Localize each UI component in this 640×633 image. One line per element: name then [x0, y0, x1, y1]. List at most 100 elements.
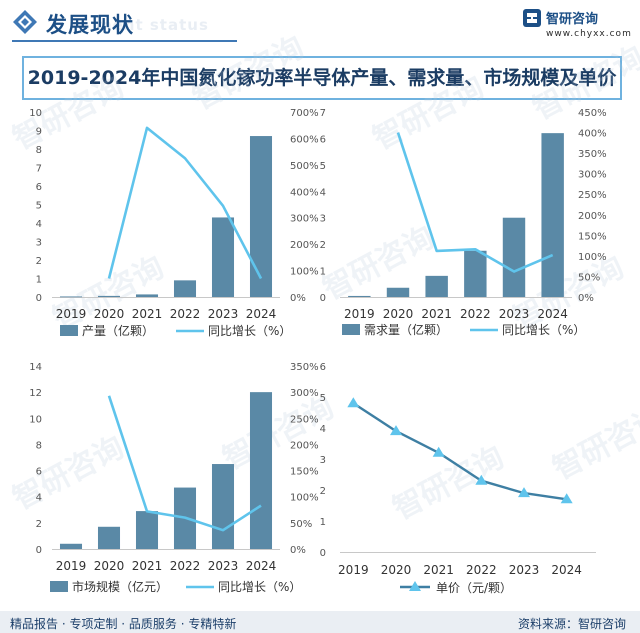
legend-line-label: 单价（元/颗）	[436, 581, 512, 595]
x-tick-label-2019: 2019	[56, 559, 87, 573]
y-tick-label: 5	[320, 393, 326, 404]
y-left-tick-label: 4	[36, 493, 42, 504]
legend-bar-swatch	[342, 324, 360, 335]
legend-bar-label: 需求量（亿颗）	[364, 322, 448, 337]
y-left-tick-label: 12	[29, 388, 42, 399]
y-right-tick-label: 400%	[290, 187, 319, 198]
y-left-tick-label: 2	[36, 519, 42, 530]
y-right-tick-label: 200%	[578, 211, 607, 222]
y-tick-label: 3	[320, 455, 326, 466]
brand-block: 智研咨询 www.chyxx.com	[522, 7, 631, 43]
section-diamond-icon	[13, 10, 37, 34]
y-tick-label: 4	[320, 424, 326, 435]
x-tick-label-2019: 2019	[344, 307, 375, 321]
x-tick-label-2021: 2021	[421, 307, 452, 321]
price-point-2020	[390, 425, 402, 436]
y-right-tick-label: 50%	[578, 272, 600, 283]
brand-url: www.chyxx.com	[546, 29, 632, 39]
footer-source: 资料来源：智研咨询	[517, 617, 626, 631]
main-title: 2019-2024年中国氮化镓功率半导体产量、需求量、市场规模及单价	[22, 56, 622, 100]
growth-line	[107, 126, 263, 280]
legend-line-label: 同比增长（%）	[218, 580, 301, 594]
x-tick-label-2023: 2023	[208, 307, 239, 321]
y-left-tick-label: 4	[36, 219, 42, 230]
price-line	[352, 402, 567, 501]
legend-bar-swatch	[50, 581, 68, 592]
x-tick-label-2024: 2024	[246, 307, 277, 321]
bar-2023	[502, 217, 526, 297]
y-tick-label: 2	[320, 486, 326, 497]
footer-slogan: 精品报告 · 专项定制 · 品质服务 · 专精特新	[10, 617, 237, 631]
x-tick-label-2019: 2019	[338, 563, 369, 577]
y-right-tick-label: 250%	[290, 414, 319, 425]
y-left-tick-label: 6	[36, 182, 42, 193]
header-ghost-text: ment status	[96, 16, 209, 34]
brand-name: 智研咨询	[546, 12, 599, 27]
y-left-tick-label: 2	[36, 256, 42, 267]
y-left-tick-label: 9	[36, 127, 42, 138]
x-tick-label-2021: 2021	[423, 563, 454, 577]
y-right-tick-label: 50%	[290, 519, 312, 530]
legend-bar-swatch	[60, 325, 78, 336]
legend-bar-label: 产量（亿颗）	[82, 323, 154, 338]
x-tick-label-2024: 2024	[551, 563, 582, 577]
growth-line	[396, 132, 554, 273]
y-left-tick-label: 0	[320, 293, 326, 304]
x-tick-label-2022: 2022	[170, 307, 201, 321]
bar-2022	[464, 250, 487, 297]
x-tick-label-2020: 2020	[383, 307, 414, 321]
y-left-tick-label: 5	[36, 201, 42, 212]
y-tick-label: 0	[320, 548, 326, 559]
price-point-2024	[560, 493, 573, 504]
price-point-2019	[347, 397, 360, 408]
legend-bar-label: 市场规模（亿元）	[72, 579, 168, 594]
bar-2020	[386, 287, 410, 297]
y-tick-label: 1	[320, 517, 326, 528]
chart-3: 0 2 4 6 8 10 12 14 0% 50% 100% 150% 200% 250% 300% 350%…	[29, 362, 318, 594]
bar-2021	[135, 294, 159, 297]
x-tick-label-2022: 2022	[460, 307, 491, 321]
bar-2023	[211, 464, 235, 549]
y-right-tick-label: 350%	[290, 362, 319, 373]
price-point-2021	[432, 446, 445, 457]
y-left-tick-label: 1	[36, 275, 42, 286]
chart-4: 0 1 2 3 4 5 6 2019 2020 2021 2022 2023 2024 单价（元/颗）	[320, 362, 596, 595]
bar-2021	[425, 275, 448, 297]
legend-marker	[409, 581, 421, 591]
y-left-tick-label: 5	[320, 161, 326, 172]
bar-2023	[211, 217, 235, 297]
y-left-tick-label: 10	[29, 108, 42, 119]
y-left-tick-label: 10	[29, 414, 42, 425]
y-left-tick-label: 1	[320, 267, 326, 278]
bar-2024	[249, 392, 273, 549]
x-tick-label-2024: 2024	[537, 307, 568, 321]
y-right-tick-label: 100%	[290, 493, 319, 504]
y-left-tick-label: 6	[36, 467, 42, 478]
y-right-tick-label: 400%	[578, 129, 607, 140]
x-tick-label-2021: 2021	[132, 559, 163, 573]
y-right-tick-label: 0%	[578, 293, 594, 304]
y-right-tick-label: 200%	[290, 240, 319, 251]
y-left-tick-label: 7	[36, 164, 42, 175]
bar-2021	[135, 511, 159, 549]
price-point-2023	[518, 487, 530, 498]
y-right-tick-label: 150%	[290, 467, 319, 478]
y-left-tick-label: 8	[36, 440, 42, 451]
section-title: 发展现状	[46, 13, 134, 37]
main-title-text: 2019-2024年中国氮化镓功率半导体产量、需求量、市场规模及单价	[27, 67, 617, 89]
y-left-tick-label: 0	[36, 545, 42, 556]
y-right-tick-label: 300%	[578, 170, 607, 181]
y-left-tick-label: 14	[29, 362, 42, 373]
x-tick-label-2023: 2023	[208, 559, 239, 573]
x-tick-label-2020: 2020	[94, 307, 125, 321]
y-left-tick-label: 8	[36, 145, 42, 156]
x-tick-label-2020: 2020	[381, 563, 412, 577]
page-header: ment status 发展现状 智研咨询 www.chyxx.com	[0, 0, 640, 48]
y-left-tick-label: 2	[320, 240, 326, 251]
bar-2022	[173, 280, 197, 297]
y-right-tick-label: 300%	[290, 388, 319, 399]
y-left-tick-label: 3	[36, 238, 42, 249]
y-right-tick-label: 0%	[290, 293, 306, 304]
y-left-tick-label: 6	[320, 134, 326, 145]
